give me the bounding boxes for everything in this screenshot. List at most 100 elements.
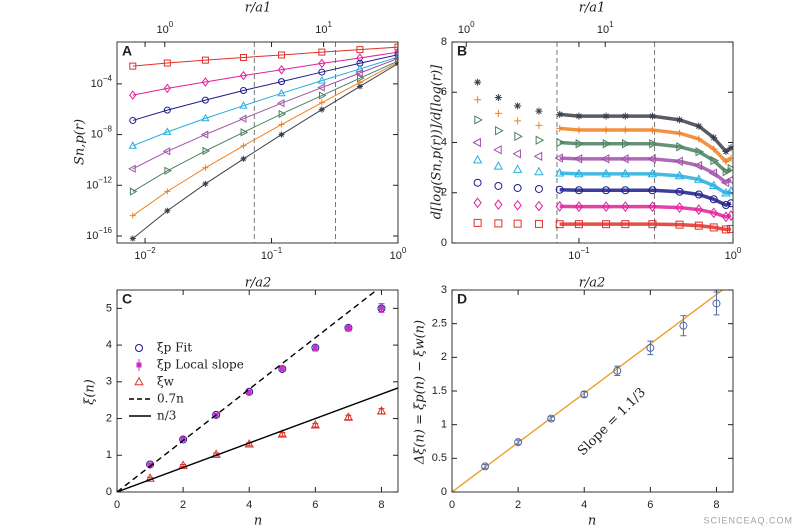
marker (727, 154, 733, 162)
marker (318, 91, 327, 100)
error-bar (647, 340, 654, 356)
marker (472, 137, 481, 148)
marker (601, 201, 611, 212)
legend: ξp Fit ξp Local slope ξw 0.7n n/3 (129, 341, 244, 423)
marker (494, 199, 503, 210)
marker (600, 154, 610, 164)
tick-exponent: 0 (169, 20, 174, 29)
tick-base: 10 (458, 24, 470, 36)
error-bar (680, 315, 687, 337)
tick-label: 10−8 (91, 125, 113, 141)
marker (533, 151, 543, 162)
axes-frame (116, 41, 399, 244)
marker (277, 65, 286, 75)
tick-base: 10 (315, 24, 327, 36)
marker (356, 53, 364, 63)
x-axis-title: n (588, 514, 596, 529)
marker (201, 56, 209, 64)
tick-label: 100 (156, 20, 173, 36)
tick-label: 2 (180, 499, 186, 511)
marker (695, 135, 703, 143)
marker (163, 106, 171, 114)
marker (721, 201, 730, 210)
marker (709, 207, 718, 219)
marker (721, 225, 730, 234)
tick-exponent: −1 (580, 246, 590, 255)
series-line (559, 140, 732, 174)
series-group (452, 290, 724, 492)
marker (710, 134, 718, 142)
tick-label: 1.5 (432, 385, 447, 397)
marker (240, 142, 247, 149)
tick-label: 6 (312, 499, 318, 511)
tick-label: 100 (458, 20, 475, 36)
marker (238, 114, 247, 123)
marker (178, 460, 188, 469)
tick-label: 101 (315, 20, 332, 36)
marker (674, 156, 683, 167)
marker (621, 186, 630, 195)
marker (276, 99, 285, 108)
legend-label: n/3 (157, 409, 176, 423)
tick-label: 10−1 (568, 246, 590, 262)
tick-label: 100 (390, 246, 407, 262)
marker (554, 167, 565, 177)
tick-base: 10 (390, 250, 402, 262)
marker (695, 122, 703, 130)
marker (472, 154, 483, 164)
marker (277, 429, 287, 438)
marker (648, 126, 656, 134)
tick-base: 10 (156, 24, 168, 36)
marker (675, 187, 684, 196)
marker (535, 121, 543, 129)
marker (675, 220, 684, 229)
series-line (132, 63, 398, 239)
marker (494, 109, 502, 117)
marker (649, 139, 658, 149)
series-line (132, 56, 398, 147)
marker (575, 126, 583, 134)
marker (602, 186, 611, 195)
marker (712, 299, 721, 308)
tick-label: 5 (106, 302, 112, 314)
marker (648, 220, 657, 229)
tick-label: 1 (441, 419, 447, 431)
marker (726, 210, 733, 221)
marker (200, 130, 209, 139)
marker (201, 113, 210, 122)
marker (602, 126, 610, 134)
tick-label: 6 (441, 86, 447, 98)
marker (356, 83, 363, 90)
marker (555, 220, 564, 229)
marker (395, 59, 398, 66)
marker (602, 139, 612, 149)
series-line (559, 171, 732, 196)
series-line (559, 112, 733, 154)
series-line (132, 60, 398, 192)
marker (135, 344, 143, 352)
marker (722, 158, 730, 166)
series-line (559, 156, 732, 185)
marker (474, 78, 482, 86)
y-axis-title: d[log(Sn,p(r))]/d[log(r)] (430, 64, 445, 219)
plot-area (117, 42, 398, 243)
series-group (117, 290, 398, 492)
tick-base: 10 (134, 250, 146, 262)
tick-exponent: 0 (737, 246, 742, 255)
marker (547, 414, 556, 423)
marker (474, 96, 482, 104)
marker (556, 110, 564, 118)
marker (710, 155, 719, 166)
panel-label: A (122, 43, 132, 59)
tick-label: 10−16 (86, 226, 112, 242)
marker (574, 186, 583, 195)
error-bar (345, 414, 352, 421)
marker (534, 166, 544, 176)
marker (164, 207, 171, 214)
series-group (128, 43, 398, 242)
tick-label: 6 (647, 499, 653, 511)
marker (179, 435, 188, 444)
marker (494, 94, 502, 102)
marker (345, 325, 351, 331)
